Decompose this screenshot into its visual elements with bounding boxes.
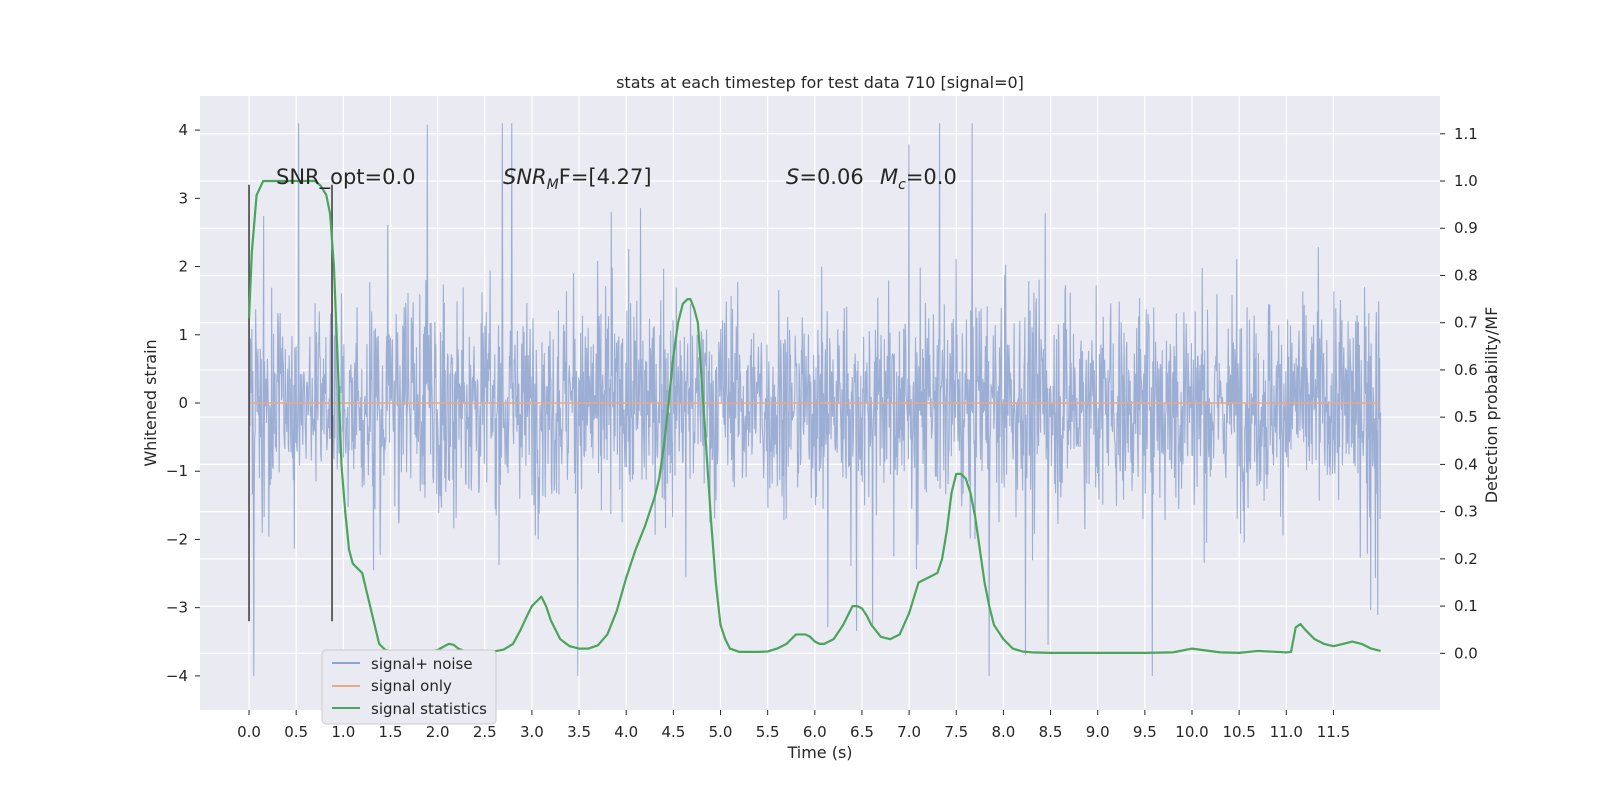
y2-axis-ticks: 1.1 1.0 0.9 0.8 0.7 0.6 0.5 0.4 0.3 0.2 0.1 0.0 <box>1440 125 1478 662</box>
y2-axis-label: Detection probability/MF <box>1482 307 1501 504</box>
x-tick-label: 7.5 <box>944 723 968 741</box>
y2-tick-label: 0.7 <box>1454 314 1478 332</box>
y2-tick-label: 0.6 <box>1454 361 1478 379</box>
x-tick-label: 8.0 <box>991 723 1015 741</box>
s-stat-label: S <box>786 165 799 189</box>
x-tick-label: 4.0 <box>614 723 638 741</box>
x-tick-label: 6.0 <box>803 723 827 741</box>
y2-tick-label: 0.8 <box>1454 266 1478 284</box>
time-markers <box>248 184 333 622</box>
y-axis-ticks: 4 3 2 1 0 −1 −2 −3 −4 <box>166 121 200 685</box>
y-tick-label: 1 <box>178 326 188 344</box>
snr-mf-rest: F=[4.27] <box>559 165 652 189</box>
y-tick-label: 0 <box>178 394 188 412</box>
y2-tick-label: 0.1 <box>1454 597 1478 615</box>
x-tick-label: 10.0 <box>1175 723 1208 741</box>
mc-value: =0.0 <box>906 165 957 189</box>
x-tick-label: 1.5 <box>379 723 403 741</box>
legend-label-statistics: signal statistics <box>371 700 487 718</box>
x-tick-label: 8.5 <box>1039 723 1063 741</box>
x-tick-label: 10.5 <box>1222 723 1255 741</box>
x-tick-label: 7.0 <box>897 723 921 741</box>
x-tick-label: 11.0 <box>1270 723 1303 741</box>
x-tick-label: 5.0 <box>709 723 733 741</box>
y-tick-label: −1 <box>166 462 188 480</box>
x-tick-label: 0.0 <box>237 723 261 741</box>
chart-title: stats at each timestep for test data 710… <box>616 73 1024 92</box>
y2-tick-label: 0.9 <box>1454 219 1478 237</box>
legend-label-signal: signal only <box>371 677 452 695</box>
y-axis-label: Whitened strain <box>141 339 160 466</box>
y2-tick-label: 1.0 <box>1454 172 1478 190</box>
x-tick-label: 2.5 <box>473 723 497 741</box>
annotation-snr-mf: SNRMF=[4.27] <box>503 165 652 193</box>
annotation-snr-opt: SNR_opt=0.0 <box>276 165 416 190</box>
x-tick-label: 9.0 <box>1086 723 1110 741</box>
x-axis-label: Time (s) <box>786 743 852 762</box>
y2-tick-label: 0.3 <box>1454 503 1478 521</box>
x-tick-label: 3.5 <box>567 723 591 741</box>
y-tick-label: 4 <box>178 121 188 139</box>
legend: signal+ noise signal only signal statist… <box>321 649 497 725</box>
y-tick-label: 2 <box>178 258 188 276</box>
y2-tick-label: 0.0 <box>1454 644 1478 662</box>
y-tick-label: −2 <box>166 530 188 548</box>
mc-label: M <box>880 165 898 189</box>
noise-trace <box>248 123 1382 676</box>
x-tick-label: 11.5 <box>1317 723 1350 741</box>
x-tick-label: 2.0 <box>426 723 450 741</box>
series-signal-plus-noise <box>248 123 1382 676</box>
x-tick-label: 5.5 <box>756 723 780 741</box>
snr-mf-subscript: M <box>547 177 559 193</box>
legend-box <box>321 649 497 725</box>
snr-mf-prefix: SNR <box>503 165 547 189</box>
x-tick-label: 3.0 <box>520 723 544 741</box>
x-tick-label: 6.5 <box>850 723 874 741</box>
y2-tick-label: 1.1 <box>1454 125 1478 143</box>
y2-tick-label: 0.2 <box>1454 550 1478 568</box>
y-tick-label: −3 <box>166 599 188 617</box>
legend-label-noise: signal+ noise <box>371 655 473 673</box>
y-tick-label: 3 <box>178 189 188 207</box>
annotation-s-stat: S=0.06 <box>786 165 864 189</box>
annotation-mc: Mc=0.0 <box>880 165 957 193</box>
x-tick-label: 0.5 <box>284 723 308 741</box>
x-axis-ticks: 0.0 0.5 1.0 1.5 2.0 2.5 3.0 3.5 4.0 4.5 5.0 5.5 6.0 6… <box>237 710 1350 741</box>
x-tick-label: 9.5 <box>1133 723 1157 741</box>
x-tick-label: 1.0 <box>331 723 355 741</box>
y2-tick-label: 0.5 <box>1454 408 1478 426</box>
x-tick-label: 4.5 <box>661 723 685 741</box>
y-tick-label: −4 <box>166 667 188 685</box>
s-stat-value: =0.06 <box>799 165 863 189</box>
mc-subscript: c <box>898 177 906 193</box>
y2-tick-label: 0.4 <box>1454 455 1478 473</box>
